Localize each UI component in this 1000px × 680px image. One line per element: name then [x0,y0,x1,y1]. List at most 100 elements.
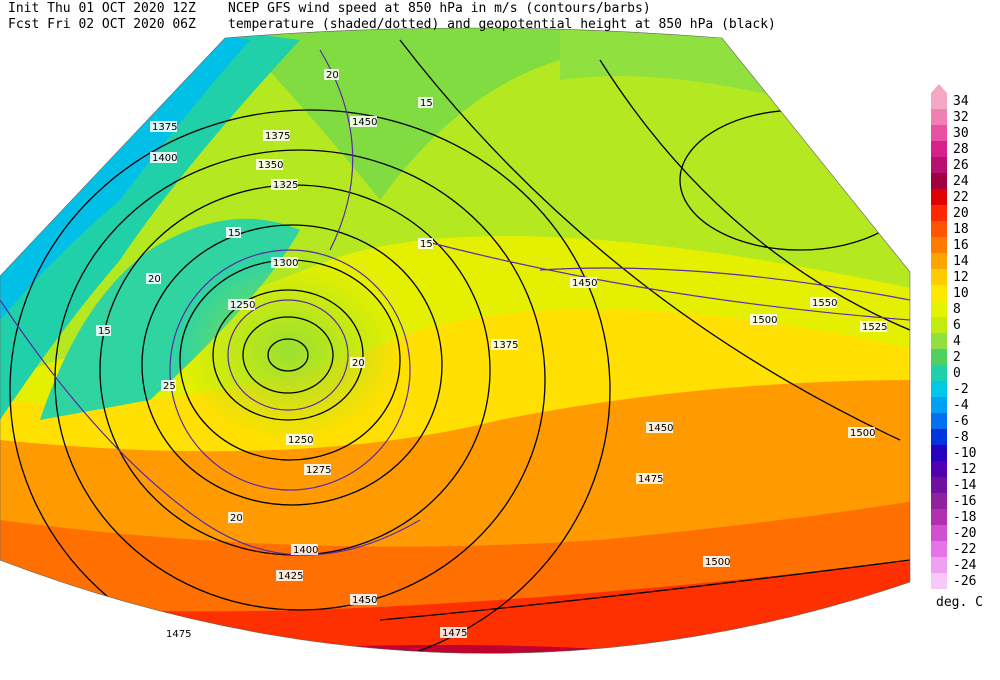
label-bg [226,227,241,238]
colorbar-label: -4 [953,398,969,413]
init-time: Init Thu 01 OCT 2020 12Z [8,1,196,16]
label-bg [848,427,875,438]
colorbar-box [931,173,947,189]
label-bg [350,594,377,605]
colorbar-unit: deg. C [936,595,983,610]
contour-label: 1425 [278,571,303,582]
contour-label: 1350 [258,160,283,171]
wind-label: 20 [230,513,243,524]
colorbar-label: 0 [953,366,961,381]
contour-label: 1475 [638,474,663,485]
colorbar-box [931,141,947,157]
contour-label: 1475 [442,628,467,639]
colorbar-box [931,429,947,445]
contour-label: 1400 [152,153,177,164]
colorbar-box [931,221,947,237]
contour-label: 1250 [288,435,313,446]
colorbar-box [931,205,947,221]
colorbar-label: 6 [953,318,961,333]
colorbar-label: 18 [953,222,969,237]
wind-label: 15 [420,98,433,109]
colorbar-box [931,541,947,557]
label-bg [491,339,518,350]
colorbar-label: -6 [953,414,969,429]
contour-label: 1375 [265,131,290,142]
colorbar-box [931,365,947,381]
label-bg [271,257,298,268]
colorbar-box [931,413,947,429]
colorbar-label: -16 [953,494,976,509]
colorbar-label: 34 [953,94,969,109]
colorbar-box [931,573,947,589]
wind-label: 15 [98,326,111,337]
contour-label: 1375 [493,340,518,351]
colorbar-label: 32 [953,110,969,125]
colorbar-box [931,461,947,477]
label-bg [750,314,777,325]
label-bg [350,116,377,127]
colorbar-box [931,109,947,125]
colorbar-label: -12 [953,462,976,477]
forecast-time: Fcst Fri 02 OCT 2020 06Z [8,17,196,32]
label-bg [860,321,887,332]
colorbar-box [931,269,947,285]
colorbar-box [931,237,947,253]
colorbar-label: -10 [953,446,976,461]
colorbar-label: -14 [953,478,977,493]
label-bg [228,299,255,310]
colorbar-label: 8 [953,302,961,317]
label-bg [636,473,663,484]
label-bg [418,97,433,108]
colorbar-box [931,525,947,541]
label-bg [440,627,467,638]
colorbar-label: 2 [953,350,961,365]
contour-label: 1400 [293,545,318,556]
colorbar-box [931,509,947,525]
map-border [0,27,911,654]
wind-label: 20 [148,274,161,285]
label-bg [291,544,318,555]
colorbar-box [931,125,947,141]
colorbar-box [931,317,947,333]
label-bg [703,556,730,567]
colorbar-label: 4 [953,334,961,349]
map-field [0,28,910,654]
label-bg [161,380,176,391]
colorbar: 3432302826242220181614121086420-2-4-6-8-… [931,84,983,610]
colorbar-box [931,349,947,365]
colorbar-label: -26 [953,574,976,589]
label-bg [286,434,313,445]
colorbar-label: 28 [953,142,969,157]
colorbar-label: -8 [953,430,969,445]
wind-label: 15 [420,239,433,250]
contour-label: 1275 [306,465,331,476]
colorbar-box [931,301,947,317]
contour-label: 1500 [850,428,875,439]
contour-label: 1475 [166,629,191,640]
label-bg [304,464,331,475]
wind-label: 20 [352,358,365,369]
wind-label: 20 [326,70,339,81]
colorbar-label: 26 [953,158,969,173]
title-line: NCEP GFS wind speed at 850 hPa in m/s (c… [228,1,651,16]
colorbar-label: 22 [953,190,969,205]
label-bg [164,628,191,639]
contour-label: 1450 [352,117,377,128]
label-bg [276,570,303,581]
colorbar-label: 14 [953,254,969,269]
colorbar-label: -20 [953,526,976,541]
contour-label: 1500 [705,557,730,568]
contour-label: 1450 [572,278,597,289]
colorbar-label: 30 [953,126,969,141]
contour-label: 1375 [152,122,177,133]
title-line: temperature (shaded/dotted) and geopoten… [228,17,776,32]
map-labels: 1375 1400 1375 1350 1325 1300 1250 1250 1275 1400… [96,69,887,640]
colorbar-box [931,189,947,205]
contour-label: 1250 [230,300,255,311]
colorbar-box [931,445,947,461]
label-bg [570,277,597,288]
contour-label: 1450 [352,595,377,606]
colorbar-label: -18 [953,510,976,525]
